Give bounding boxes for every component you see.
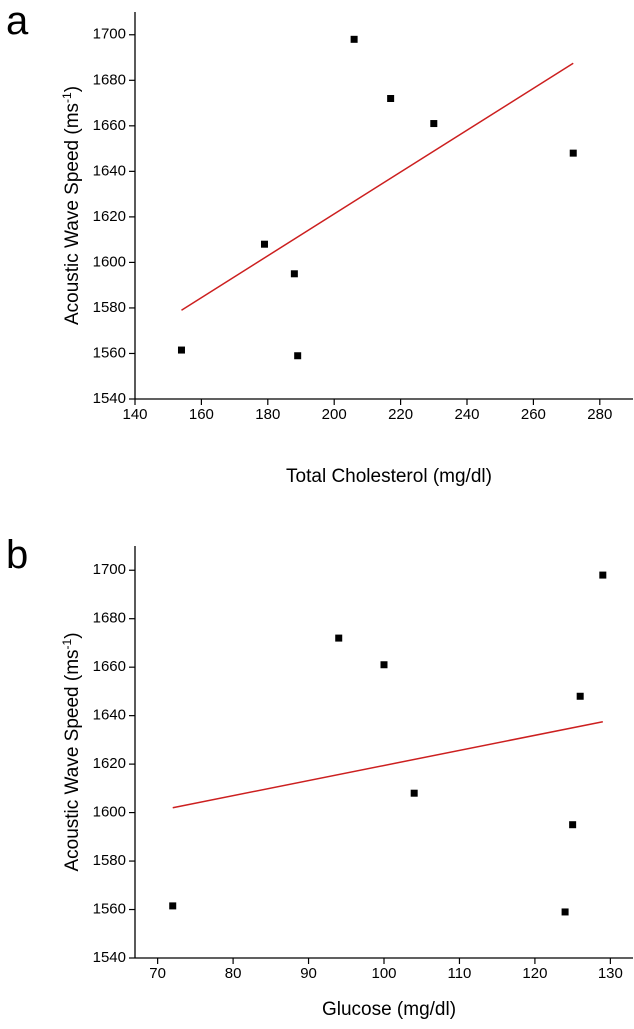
y-tick-label: 1680 [93,610,126,627]
y-axis-title-part: Acoustic Wave Speed (ms [62,103,83,325]
point [569,821,577,829]
x-tick-label: 100 [371,965,396,982]
x-tick-label: 140 [122,406,147,423]
y-tick-label: 1640 [93,162,126,179]
point [169,902,177,910]
point [260,240,268,248]
x-tick-label: 160 [189,406,214,423]
point [387,95,395,103]
y-tick-label: 1580 [93,852,126,869]
point [430,120,438,128]
y-tick-label: 1600 [93,253,126,270]
y-axis-title: Acoustic Wave Speed (ms-1) [60,86,83,325]
x-tick-label: 180 [255,406,280,423]
panel-label: b [6,533,28,577]
x-tick-label: 90 [300,965,317,982]
y-tick-label: 1620 [93,208,126,225]
point [380,661,388,669]
y-axis-title-part: ) [62,86,83,92]
x-tick-label: 70 [149,965,166,982]
x-tick-label: 200 [322,406,347,423]
panel-label: a [6,0,29,43]
y-tick-label: 1580 [93,299,126,316]
y-tick-label: 1540 [93,949,126,966]
point [576,692,584,700]
x-axis-title: Total Cholesterol (mg/dl) [286,466,492,487]
x-tick-label: 130 [598,965,623,982]
y-tick-label: 1700 [93,26,126,43]
x-tick-label: 120 [522,965,547,982]
y-tick-label: 1660 [93,658,126,675]
x-tick-label: 240 [454,406,479,423]
y-tick-label: 1540 [93,390,126,407]
y-tick-label: 1640 [93,707,126,724]
y-tick-label: 1660 [93,117,126,134]
y-axis-title: Acoustic Wave Speed (ms-1) [60,632,83,871]
point [561,908,569,916]
y-tick-label: 1560 [93,344,126,361]
point [290,270,298,278]
point [599,571,607,579]
y-tick-label: 1560 [93,900,126,917]
x-tick-label: 260 [521,406,546,423]
point [569,149,577,157]
y-axis-title-part: -1 [60,638,74,649]
point [410,789,418,797]
y-tick-label: 1700 [93,561,126,578]
point [294,352,302,360]
fit-line [172,720,603,809]
point [335,634,343,642]
y-axis-title-part: -1 [60,92,74,103]
fit-line [181,62,574,311]
x-tick-label: 110 [447,965,471,982]
y-axis-title-part: Acoustic Wave Speed (ms [62,649,83,871]
x-axis-title: Glucose (mg/dl) [322,999,456,1020]
x-tick-label: 220 [388,406,413,423]
x-tick-label: 80 [225,965,242,982]
y-axis-title-part: ) [62,632,83,638]
point [177,346,185,354]
x-tick-label: 280 [587,406,612,423]
y-tick-label: 1680 [93,71,126,88]
point [350,35,358,43]
y-tick-label: 1620 [93,755,126,772]
y-tick-label: 1600 [93,804,126,821]
